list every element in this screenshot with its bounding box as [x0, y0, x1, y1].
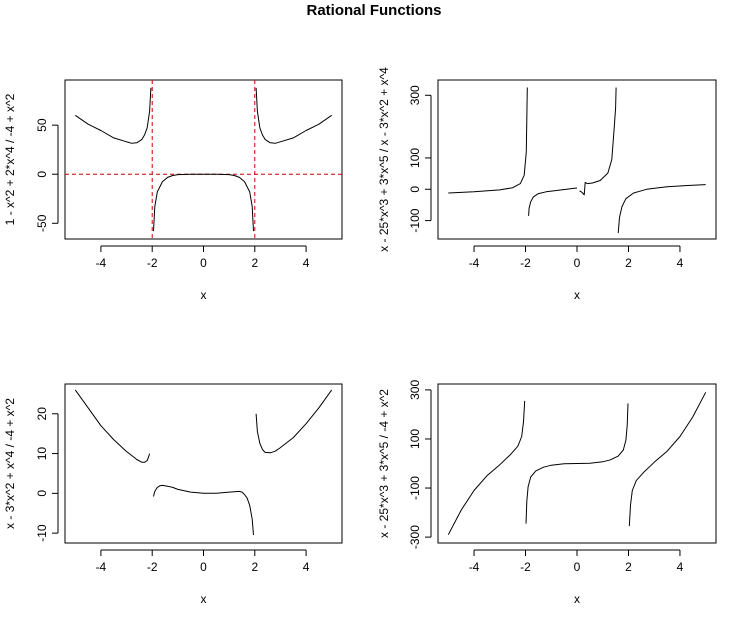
x-axis-title: x: [574, 592, 580, 606]
x-axis-title: x: [201, 592, 207, 606]
y-tick-label: 0: [35, 490, 49, 497]
x-tick-label: 4: [677, 256, 684, 270]
y-tick-label: 20: [35, 407, 49, 421]
series-line-3: [628, 392, 707, 527]
series-line-1: [75, 87, 152, 144]
series-line-3: [255, 87, 332, 144]
x-tick-label: 4: [677, 560, 684, 574]
series-line-1: [448, 87, 528, 194]
x-tick-label: -2: [520, 560, 531, 574]
y-tick-label: 10: [35, 447, 49, 461]
plot-area: [74, 389, 333, 536]
plot-area: [448, 87, 706, 234]
y-tick-label: -50: [35, 214, 49, 232]
x-axis-title: x: [574, 288, 580, 302]
y-tick-label: -100: [408, 476, 422, 500]
x-tick-label: 4: [303, 560, 310, 574]
plot-frame: [64, 383, 343, 544]
plot-frame: [64, 79, 343, 240]
y-tick-label: -300: [408, 525, 422, 549]
series-line-4: [617, 184, 706, 234]
y-tick-label: -10: [35, 524, 49, 542]
series-line-1: [74, 389, 151, 463]
y-tick-label: 100: [408, 148, 422, 168]
series-line-1: [447, 400, 526, 535]
y-tick-label: -100: [408, 208, 422, 232]
y-tick-label: 50: [35, 118, 49, 132]
x-tick-label: 2: [625, 256, 632, 270]
x-tick-label: 0: [574, 256, 581, 270]
x-tick-label: -4: [469, 560, 480, 574]
x-tick-label: 0: [200, 560, 207, 574]
x-axis-title: x: [201, 288, 207, 302]
y-axis-title: x - 25*x^3 + 3*x^5 / -4 + x^2: [377, 389, 391, 538]
y-tick-label: 100: [408, 429, 422, 449]
plot-area: [65, 80, 342, 239]
y-axis-title: x - 25*x^3 + 3*x^5 / x - 3*x^2 + x^4: [377, 67, 391, 252]
series-line-3: [579, 87, 617, 196]
panel-top-right: -4 -2 0 2 4 -100 0 100 300 x x - 25*x^3 + 3*x^5 / …: [377, 67, 717, 302]
panel-bottom-right: -4 -2 0 2 4 -300 -100 100 300 x x - 25*x^3 + 3*x^5…: [377, 380, 717, 606]
y-axis-title: 1 - x^2 + 2*x^4 / -4 + x^2: [3, 93, 17, 225]
x-tick-label: -4: [96, 560, 107, 574]
x-tick-label: 2: [251, 560, 258, 574]
series-line-2: [153, 484, 254, 536]
x-tick-label: 0: [574, 560, 581, 574]
x-tick-label: -2: [147, 256, 158, 270]
plot-frame: [437, 79, 717, 240]
y-tick-label: 0: [35, 171, 49, 178]
x-tick-label: -4: [96, 256, 107, 270]
x-tick-label: 2: [625, 560, 632, 574]
x-tick-label: -2: [520, 256, 531, 270]
y-tick-label: 0: [408, 186, 422, 193]
y-tick-label: 300: [408, 85, 422, 105]
panel-top-left: -4 -2 0 2 4 -50 0 50 x 1 - x^2 + 2*x^4 / -4 + x^2: [3, 79, 343, 302]
x-tick-label: 2: [251, 256, 258, 270]
x-tick-label: -4: [469, 256, 480, 270]
x-tick-label: -2: [147, 560, 158, 574]
series-line-2: [525, 403, 629, 524]
series-line-2: [153, 173, 254, 232]
series-line-2: [528, 187, 578, 216]
series-line-3: [255, 389, 333, 454]
y-axis-title: x - 3*x^2 + x^4 / -4 + x^2: [3, 398, 17, 529]
plot-area: [447, 392, 707, 535]
panel-bottom-left: -4 -2 0 2 4 -10 0 10 20 x x - 3*x^2 + x^4 / -4 + x…: [3, 383, 343, 606]
plot-frame: [437, 383, 717, 544]
y-tick-label: 300: [408, 380, 422, 400]
x-tick-label: 0: [200, 256, 207, 270]
figure-title: Rational Functions: [307, 2, 442, 19]
x-tick-label: 4: [303, 256, 310, 270]
